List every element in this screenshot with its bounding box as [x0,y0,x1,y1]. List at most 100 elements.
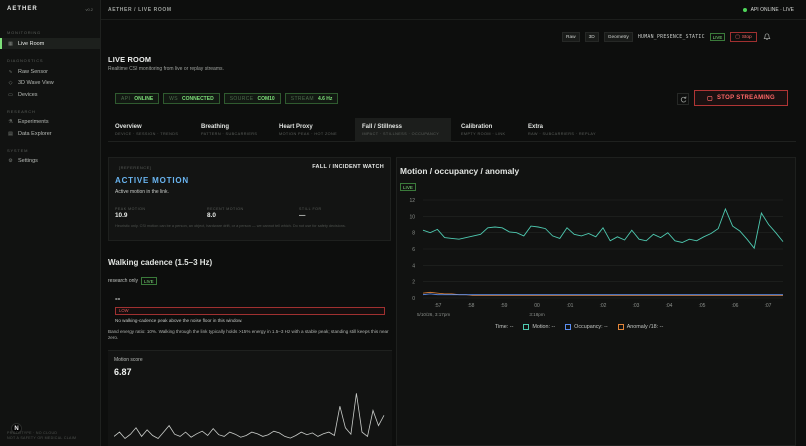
x-tick-label: :06 [732,303,739,309]
view-controls: Raw 3D Geometry HUMAN_PRESENCE_STATIC LI… [562,32,772,42]
raw-button[interactable]: Raw [562,32,580,42]
pill-key: STREAM [290,95,314,102]
user-avatar[interactable]: N [11,423,22,434]
tab-fall-stillness[interactable]: Fall / Stillness IMPACT · STILLNESS · OC… [355,118,451,142]
page-subtitle: Realtime CSI monitoring from live or rep… [108,66,224,72]
tab-subtitle: DEVICE · SESSION · TRENDS [115,132,179,136]
metric-still-for: STILL FOR — [299,207,322,219]
y-tick-label: 4 [412,263,415,269]
footer-line: PROTOTYPE · NO CLOUD [7,431,58,435]
metric-value: — [299,212,306,219]
cadence-note: No walking-cadence peak above the noise … [115,318,243,323]
metric-recent-motion: RECENT MOTION 8.0 [207,207,244,219]
sidebar-item-label: 3D Wave View [18,79,54,86]
x-tick-label: :58 [468,303,475,309]
sidebar-item-experiments[interactable]: ⚗ Experiments [0,116,100,127]
x-tick-label: :03 [633,303,640,309]
tab-calibration[interactable]: Calibration EMPTY ROOM · LINK [454,118,513,142]
motion-score-value: 6.87 [114,367,132,377]
metric-key: STILL FOR [299,207,322,211]
tab-title: Breathing [201,124,230,130]
section-system: SYSTEM [7,148,29,153]
stop-square-icon: ▢ [707,95,713,102]
research-only-label: research only [108,278,139,284]
status-pill-ws: WS CONNECTED [163,93,220,104]
pill-value: 4.6 Hz [317,95,333,102]
mode-label: HUMAN_PRESENCE_STATIC [637,34,705,40]
live-badge: LIVE [141,277,157,285]
x-date-label: 5/10/26, 3:17pm [417,312,450,317]
sidebar-item-3d-wave-view[interactable]: ◇ 3D Wave View [0,77,100,88]
fall-watch-title: FALL / INCIDENT WATCH [312,164,384,170]
api-status: API ONLINE · LIVE [742,7,794,13]
top-bar: AETHER / LIVE ROOM API ONLINE · LIVE [101,0,806,20]
sidebar-item-devices[interactable]: ▭ Devices [0,89,100,100]
motion-sparkline [114,393,385,440]
pill-value: COM10 [257,95,275,102]
legend-label: Motion: -- [532,324,556,330]
sidebar-item-live-room[interactable]: ▦ Live Room [0,38,100,49]
band-energy-note: Band energy ratio: 10%. Walking through … [108,329,389,340]
bell-icon[interactable] [762,32,772,42]
tab-heart-proxy[interactable]: Heart Proxy MOTION PEAK · HOT ZONE [272,118,344,142]
tab-title: Heart Proxy [279,124,313,130]
cube-icon: ◇ [8,79,13,86]
pill-value: ONLINE [134,95,154,102]
y-tick-label: 2 [412,280,415,286]
legend-label: Occupancy: -- [574,324,608,330]
api-status-label: API ONLINE · LIVE [750,7,794,13]
metric-value: 8.0 [207,212,216,219]
sidebar-item-label: Live Room [18,40,45,47]
tab-bar: Overview DEVICE · SESSION · TRENDS Breat… [108,118,796,142]
pill-key: WS [169,95,179,102]
sidebar-footer: PROTOTYPE · NO CLOUD NOT A SAFETY OR MED… [7,431,76,441]
metric-peak-motion: PEAK MOTION 10.9 [115,207,145,219]
sidebar-item-data-explorer[interactable]: ▤ Data Explorer [0,128,100,139]
sidebar: AETHER v0.2 MONITORING ▦ Live Room DIAGN… [0,0,101,446]
wave-icon: ∿ [8,68,13,75]
legend-label: Anomaly /18: -- [626,324,664,330]
geometry-button[interactable]: Geometry [603,32,633,42]
tab-extra[interactable]: Extra RAW · SUBCARRIERS · REPLAY [521,118,603,142]
3d-button[interactable]: 3D [584,32,599,42]
status-dot-icon [742,8,747,12]
section-monitoring: MONITORING [7,30,41,35]
legend-anomaly[interactable]: Anomaly /18: -- [617,324,664,330]
x-tick-label: :04 [666,303,673,309]
gear-icon: ⚙ [8,157,13,164]
sparkline-path [114,393,385,440]
legend-swatch-icon [523,324,530,330]
x-tick-label: :07 [765,303,772,309]
x-tick-label: :59 [501,303,508,309]
sidebar-item-settings[interactable]: ⚙ Settings [0,155,100,166]
sidebar-item-label: Data Explorer [18,130,52,137]
fall-incident-panel: [REFERENCE] FALL / INCIDENT WATCH ACTIVE… [108,157,391,241]
pill-value: CONNECTED [182,95,214,102]
x-tick-label: 00 [534,303,540,309]
x-tick-label: :01 [567,303,574,309]
tab-overview[interactable]: Overview DEVICE · SESSION · TRENDS [108,118,185,142]
tab-breathing[interactable]: Breathing PATTERN · SUBCARRIERS [194,118,264,142]
cadence-level-bar: LOW [115,307,385,315]
device-icon: ▭ [8,91,13,98]
walking-cadence-title: Walking cadence (1.5–3 Hz) [108,258,213,267]
motion-chart-panel: Motion / occupancy / anomaly LIVE 0 2 4 6 8 1… [396,157,796,446]
y-tick-label: 8 [412,231,415,237]
brand-logo: AETHER [7,6,38,12]
live-badge: LIVE [709,33,726,41]
metric-key: PEAK MOTION [115,207,146,211]
legend-motion[interactable]: Motion: -- [523,324,555,330]
legend-occupancy[interactable]: Occupancy: -- [565,324,608,330]
disclaimer-note: Heuristic only. CSI motion can be a pers… [115,224,346,228]
stop-streaming-button[interactable]: ▢ STOP STREAMING [694,90,788,106]
stop-button[interactable]: ▢ Stop [730,32,757,42]
status-pills: API ONLINE WS CONNECTED SOURCE COM10 STR… [115,93,339,104]
sidebar-item-raw-sensor[interactable]: ∿ Raw Sensor [0,66,100,77]
chart-title: Motion / occupancy / anomaly [400,166,520,176]
flask-icon: ⚗ [8,118,13,125]
tab-subtitle: EMPTY ROOM · LINK [461,132,506,136]
status-pill-stream: STREAM 4.6 Hz [284,93,339,104]
sidebar-item-label: Raw Sensor [18,68,48,75]
series-line-anomaly-18 [422,291,783,296]
refresh-icon[interactable] [677,93,689,105]
